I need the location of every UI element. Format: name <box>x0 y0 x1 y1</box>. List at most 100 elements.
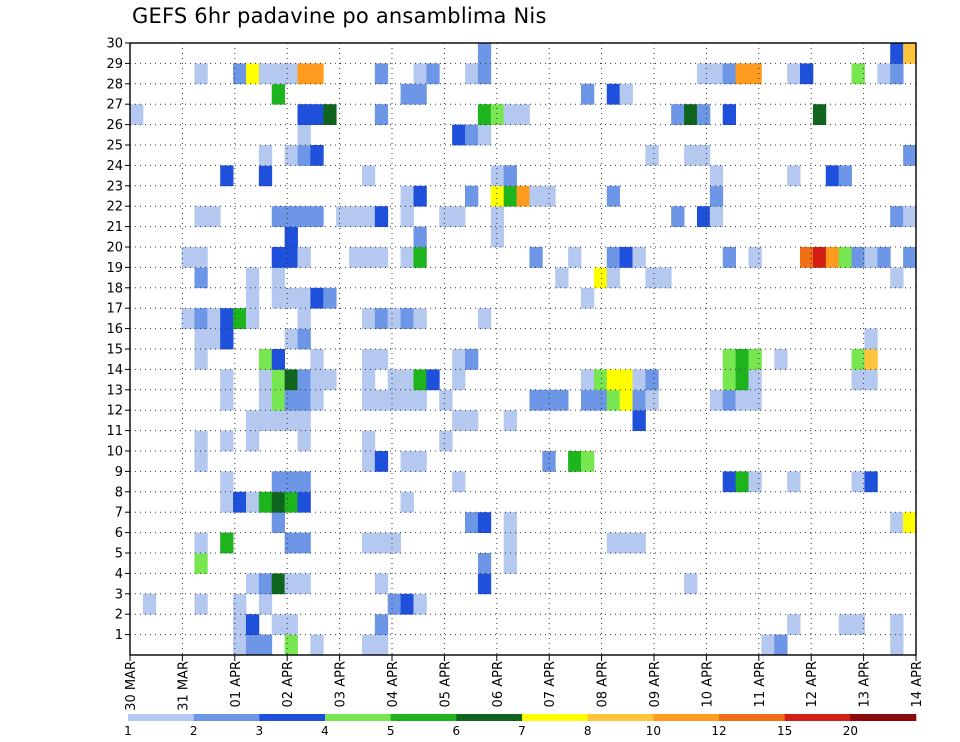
heatmap-cell <box>194 430 208 452</box>
heatmap-cell <box>361 451 376 472</box>
heatmap-cell <box>761 634 775 656</box>
heatmap-cell <box>271 247 286 268</box>
heatmap-cell <box>271 491 286 513</box>
heatmap-cell <box>374 451 389 472</box>
heatmap-cell <box>632 369 646 391</box>
heatmap-cell <box>774 634 788 656</box>
heatmap-cell <box>297 206 311 227</box>
heatmap-cell <box>580 287 595 309</box>
heatmap-cell <box>671 206 685 227</box>
heatmap-cell <box>310 206 324 227</box>
y-tick-label: 23 <box>106 179 123 194</box>
heatmap-cell <box>748 389 762 411</box>
heatmap-cell <box>838 614 852 635</box>
heatmap-cell <box>130 104 144 125</box>
heatmap-cell <box>271 512 286 533</box>
y-tick-label: 25 <box>106 139 123 154</box>
heatmap-cell <box>233 634 247 656</box>
heatmap-cell <box>580 451 595 472</box>
heatmap-cell <box>284 287 298 309</box>
heatmap-cell <box>851 471 865 493</box>
heatmap-cell <box>374 247 389 268</box>
heatmap-cell <box>890 614 904 635</box>
heatmap-cell <box>825 165 840 187</box>
heatmap-cell <box>851 614 865 635</box>
heatmap-cell <box>297 532 311 554</box>
heatmap-cell <box>542 451 556 472</box>
x-tick-label: 30 MAR <box>124 661 139 711</box>
heatmap-cell <box>709 185 724 207</box>
heatmap-cell <box>245 634 260 656</box>
heatmap-cell <box>297 369 311 391</box>
heatmap-cell <box>709 63 724 85</box>
heatmap-cell <box>361 165 376 187</box>
heatmap-cell <box>722 369 737 391</box>
y-tick-label: 30 <box>106 37 123 52</box>
heatmap-cell <box>271 471 286 493</box>
heatmap-cell <box>632 410 646 431</box>
heatmap-cell <box>207 206 221 227</box>
colorbar-segment <box>390 714 457 721</box>
heatmap-cell <box>890 267 904 289</box>
heatmap-cell <box>800 63 814 85</box>
heatmap-cell <box>890 512 904 533</box>
heatmap-cell <box>181 247 195 268</box>
y-tick-label: 26 <box>106 118 123 133</box>
heatmap-cell <box>220 165 234 187</box>
heatmap-cell <box>439 389 453 411</box>
heatmap-cell <box>735 471 749 493</box>
heatmap-cell <box>284 328 298 350</box>
heatmap-cell <box>194 553 208 574</box>
heatmap-cell <box>877 247 891 268</box>
colorbar-tick-label: 8 <box>584 724 592 738</box>
heatmap-cell <box>387 369 401 391</box>
y-tick-label: 9 <box>115 465 123 480</box>
y-tick-label: 6 <box>115 526 123 541</box>
heatmap-cell <box>593 389 608 411</box>
heatmap-cell <box>735 369 749 391</box>
heatmap-cell <box>477 124 492 146</box>
y-tick-label: 11 <box>106 424 123 439</box>
heatmap-cell <box>684 145 698 166</box>
heatmap-cell <box>310 349 324 370</box>
heatmap-cell <box>361 308 376 329</box>
heatmap-cell <box>220 328 234 350</box>
heatmap-cell <box>684 573 698 595</box>
colorbar-segment <box>850 714 917 721</box>
heatmap-cell <box>890 63 904 85</box>
heatmap-cell <box>529 247 543 268</box>
heatmap-cell <box>245 63 260 85</box>
colorbar-tick-label: 7 <box>518 724 526 738</box>
colorbar-tick-label: 2 <box>190 724 198 738</box>
heatmap-cell <box>258 410 273 431</box>
x-tick-label: 12 APR <box>805 661 820 707</box>
heatmap-cell <box>413 226 427 248</box>
heatmap-cell <box>413 185 427 207</box>
heatmap-cell <box>400 491 414 513</box>
heatmap-cell <box>284 532 298 554</box>
y-tick-label: 1 <box>115 628 123 643</box>
heatmap-cell <box>890 206 904 227</box>
heatmap-cell <box>220 308 234 329</box>
heatmap-cell <box>271 573 286 595</box>
heatmap-cell <box>696 104 711 125</box>
heatmap-cell <box>490 104 505 125</box>
heatmap-cell <box>477 43 492 64</box>
heatmap-cell <box>284 471 298 493</box>
heatmap-cell <box>361 634 376 656</box>
heatmap-cell <box>465 410 479 431</box>
heatmap-cell <box>580 83 595 105</box>
heatmap-cell <box>284 614 298 635</box>
y-tick-label: 17 <box>106 302 123 317</box>
heatmap-cell <box>800 247 814 268</box>
heatmap-cell <box>903 43 917 64</box>
x-tick-label: 08 APR <box>596 661 611 707</box>
heatmap-cell <box>864 328 878 350</box>
heatmap-cell <box>864 369 878 391</box>
plot-frame <box>129 42 917 656</box>
heatmap-cell <box>619 247 633 268</box>
heatmap-cell <box>580 369 595 391</box>
heatmap-cell <box>851 63 865 85</box>
heatmap-cell <box>361 389 376 411</box>
heatmap-cell <box>258 593 273 615</box>
